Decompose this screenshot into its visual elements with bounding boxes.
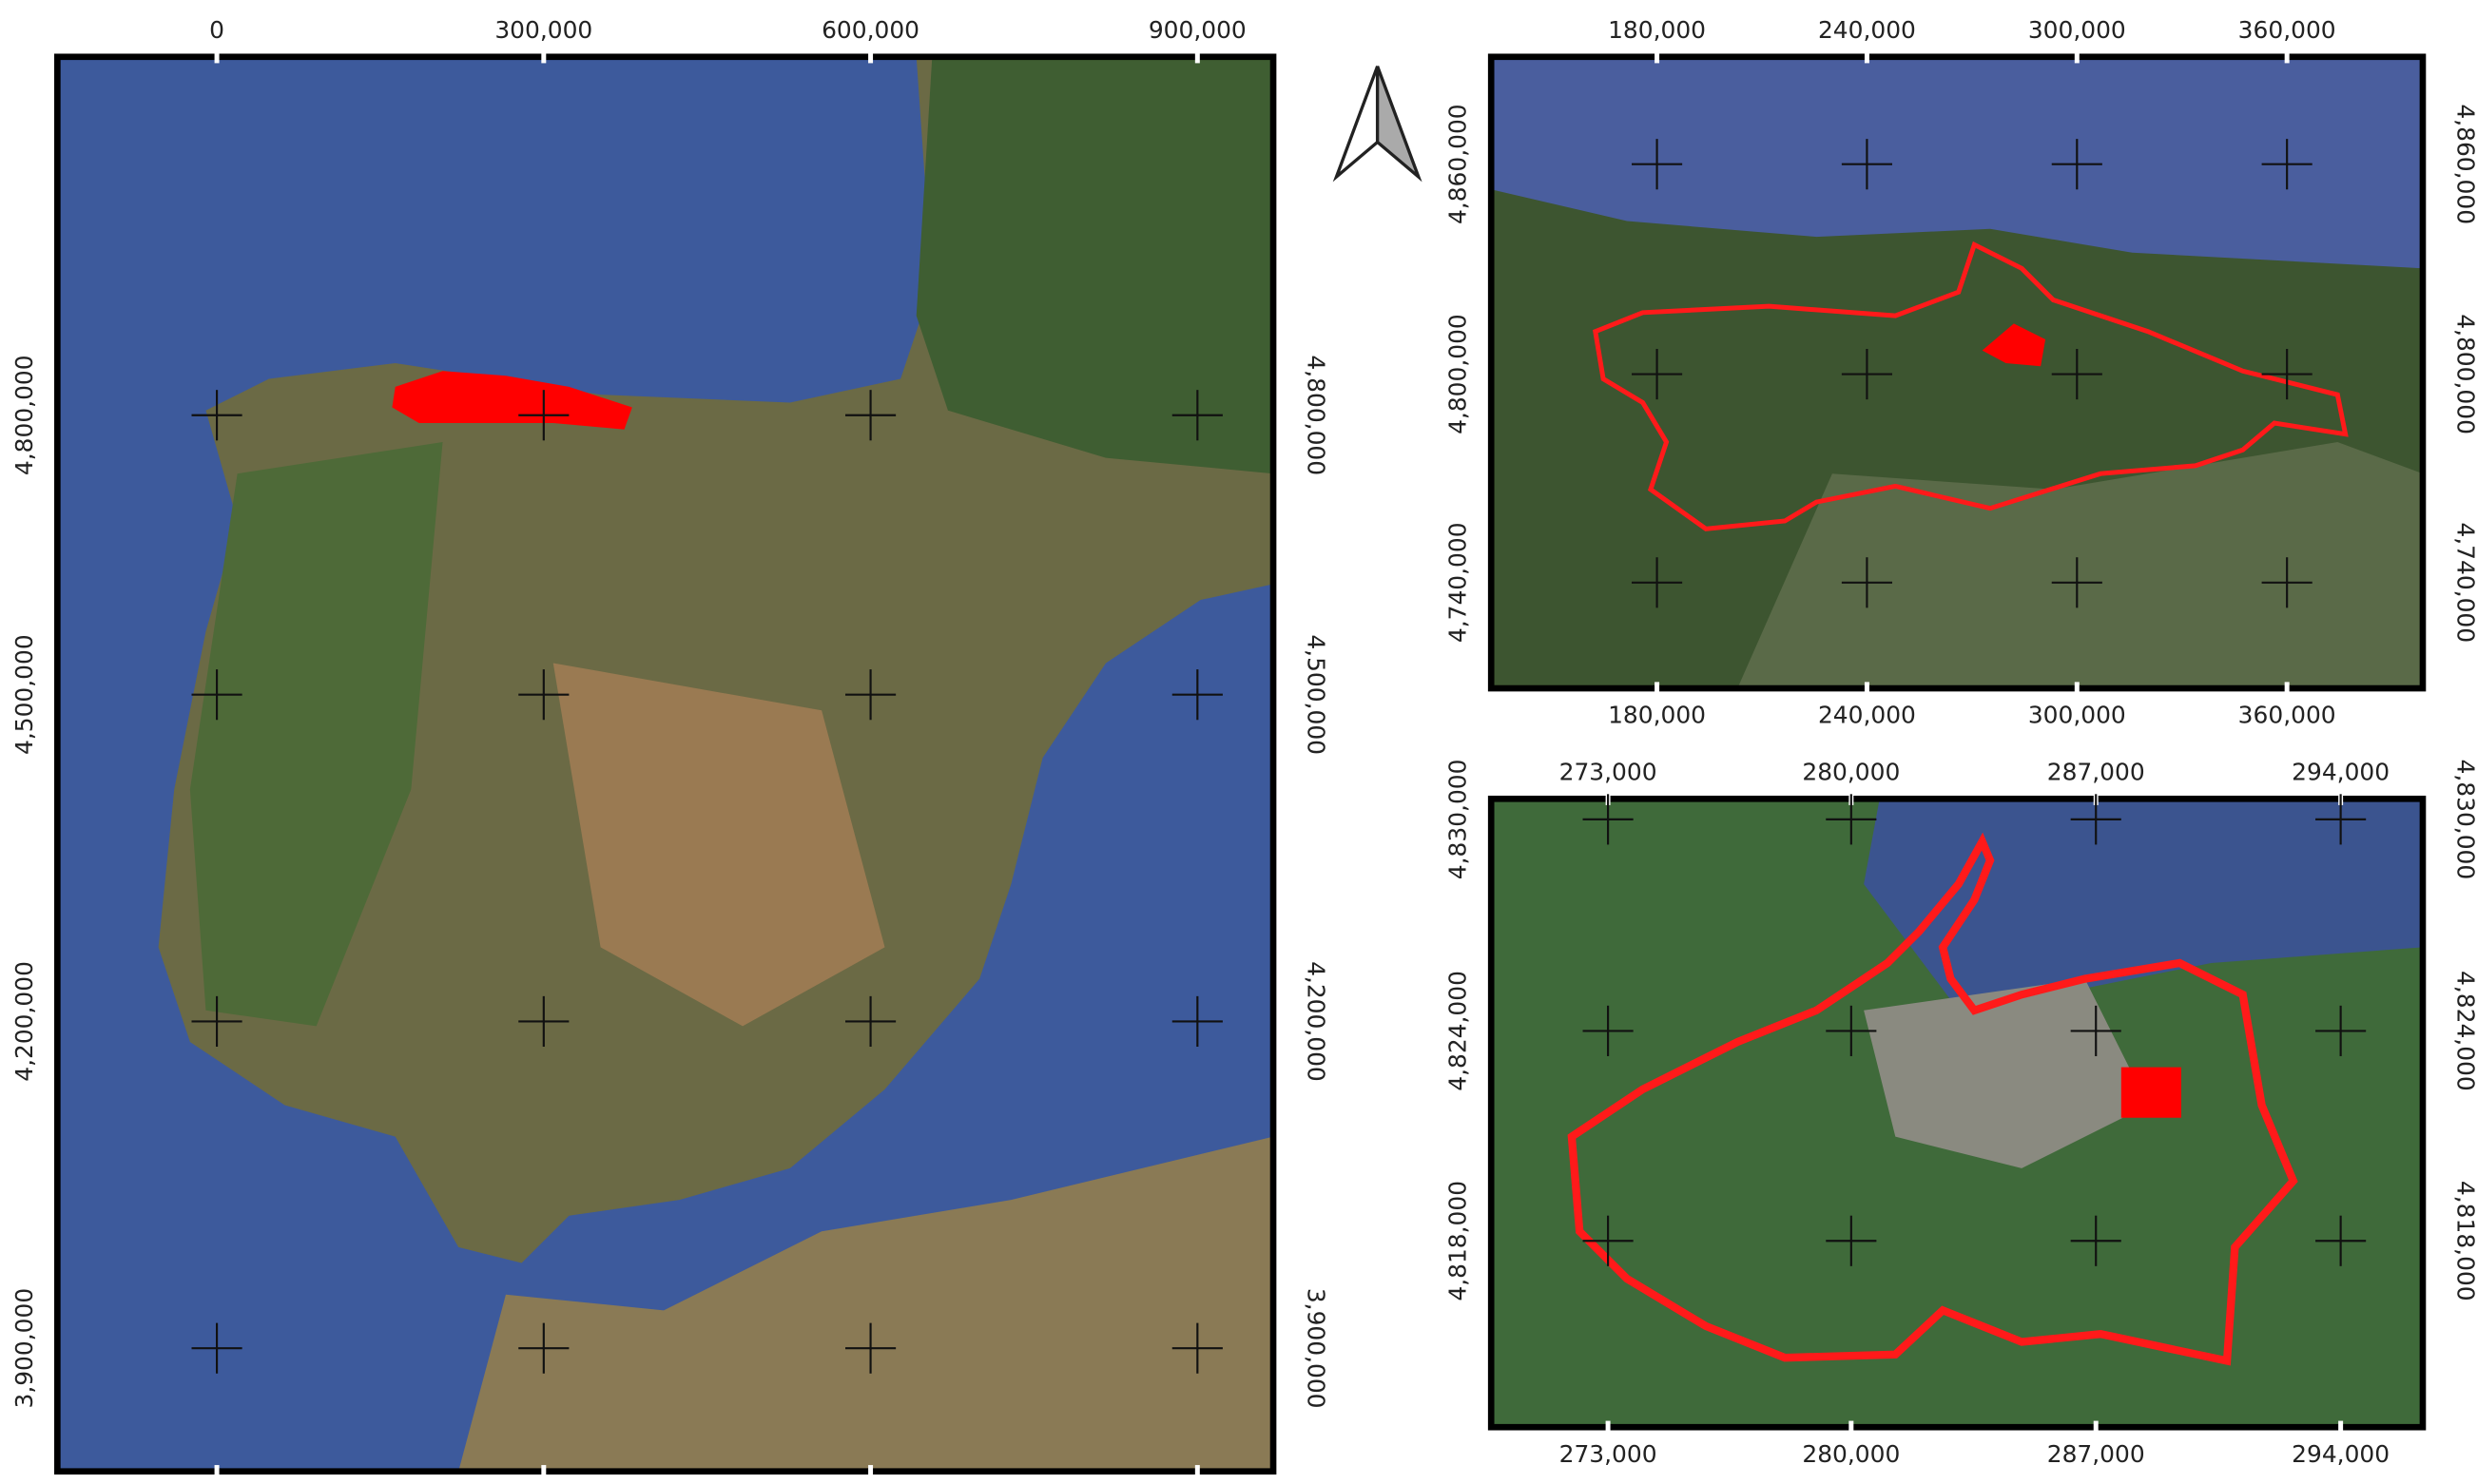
x-tick-label: 600,000 (822, 16, 919, 44)
x-tick-label: 180,000 (1608, 702, 1706, 729)
y-tick-label: 4,824,000 (2452, 971, 2477, 1091)
frame (54, 53, 1277, 1475)
y-tick-label: 4,860,000 (1444, 104, 1472, 224)
x-tick-label: 294,000 (2292, 758, 2390, 785)
x-tick-label: 273,000 (1559, 758, 1657, 785)
x-tick-label: 300,000 (2028, 16, 2126, 44)
y-tick-label: 4,824,000 (1444, 971, 1472, 1091)
gijon-outline (1567, 832, 2298, 1366)
x-tick-label: 280,000 (1802, 1440, 1900, 1468)
x-tick-label: 300,000 (2028, 702, 2126, 729)
asturias-region (392, 371, 632, 430)
asturias-map (1491, 56, 2423, 689)
x-tick-label: 280,000 (1802, 758, 1900, 785)
y-tick-label: 3,900,000 (10, 1288, 38, 1409)
x-tick-label: 360,000 (2238, 16, 2336, 44)
x-tick-label: 360,000 (2238, 702, 2336, 729)
x-tick-label: 900,000 (1149, 16, 1247, 44)
x-tick-label: 300,000 (494, 16, 592, 44)
y-tick-label: 4,200,000 (1303, 961, 1330, 1082)
y-tick-label: 4,860,000 (2452, 104, 2477, 224)
x-tick-label: 0 (209, 16, 224, 44)
y-tick-label: 4,830,000 (2452, 760, 2477, 880)
frame (1487, 53, 2427, 692)
x-tick-label: 294,000 (2292, 1440, 2390, 1468)
y-tick-label: 4,800,000 (1303, 355, 1330, 475)
frame (1487, 795, 2427, 1431)
y-tick-label: 4,740,000 (1444, 522, 1472, 643)
x-tick-label: 240,000 (1818, 16, 1916, 44)
y-tick-label: 4,200,000 (10, 961, 38, 1082)
y-tick-label: 4,500,000 (10, 634, 38, 755)
y-tick-label: 4,818,000 (2452, 1181, 2477, 1301)
x-tick-label: 240,000 (1818, 702, 1916, 729)
x-tick-label: 180,000 (1608, 16, 1706, 44)
y-tick-label: 4,500,000 (1303, 634, 1330, 755)
y-tick-label: 4,800,000 (2452, 314, 2477, 434)
x-tick-label: 287,000 (2047, 758, 2145, 785)
y-tick-label: 4,800,000 (10, 355, 38, 475)
gijon-map (1491, 799, 2423, 1428)
y-tick-label: 4,818,000 (1444, 1181, 1472, 1301)
asturias-outline (1593, 241, 2349, 531)
gijon-area (1982, 323, 2046, 367)
y-tick-label: 4,800,000 (1444, 314, 1472, 434)
y-tick-label: 4,740,000 (2452, 522, 2477, 643)
y-tick-label: 3,900,000 (1303, 1288, 1330, 1409)
iberia-map (57, 56, 1274, 1472)
x-tick-label: 273,000 (1559, 1440, 1657, 1468)
y-tick-label: 4,830,000 (1444, 760, 1472, 880)
north-arrow (1332, 66, 1422, 183)
x-tick-label: 287,000 (2047, 1440, 2145, 1468)
study-site (2120, 1067, 2181, 1118)
